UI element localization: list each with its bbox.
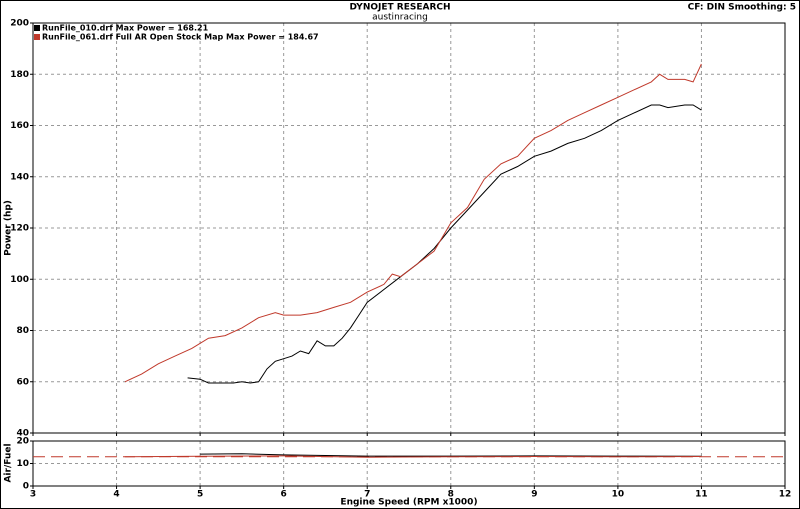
plot-border — [32, 440, 786, 487]
x-tick-label: 7 — [364, 490, 370, 500]
series-line — [187, 104, 702, 384]
x-tick-label: 3 — [30, 490, 36, 500]
y-tick-label: 0 — [23, 482, 29, 492]
series-line — [200, 453, 702, 457]
x-tick-label: 8 — [448, 490, 454, 500]
series-line — [124, 63, 702, 383]
x-tick-label: 9 — [531, 490, 537, 500]
x-tick-label: 11 — [695, 490, 708, 500]
y-tick-label: 180 — [10, 70, 29, 80]
y-tick-label: 80 — [16, 326, 29, 336]
y-tick-label: 120 — [10, 224, 29, 234]
plot-border — [32, 22, 786, 434]
y-tick-label: 10 — [16, 459, 29, 469]
series-line — [124, 455, 702, 458]
legend-swatch — [34, 34, 40, 40]
x-tick-label: 10 — [612, 490, 625, 500]
y-axis-title: Air/Fuel — [4, 443, 14, 482]
x-tick-label: 12 — [779, 490, 792, 500]
legend-label: RunFile_010.drf Max Power = 168.21 — [42, 24, 209, 33]
y-tick-label: 160 — [10, 121, 29, 131]
x-tick-label: 5 — [197, 490, 203, 500]
chart-title: DYNOJET RESEARCH — [349, 3, 450, 13]
annotation: CF: DIN Smoothing: 5 — [688, 3, 796, 13]
y-axis-title: Power (hp) — [4, 200, 14, 256]
x-axis-title: Engine Speed (RPM x1000) — [340, 498, 477, 508]
y-tick-label: 20 — [16, 437, 29, 447]
y-tick-label: 40 — [16, 429, 29, 439]
chart-subtitle: austinracing — [372, 13, 428, 23]
legend-label: RunFile_061.drf Full AR Open Stock Map M… — [42, 33, 319, 42]
y-tick-label: 100 — [10, 275, 29, 285]
y-tick-label: 60 — [16, 377, 29, 387]
x-tick-label: 6 — [281, 490, 287, 500]
y-tick-label: 140 — [10, 172, 29, 182]
x-tick-label: 4 — [113, 490, 119, 500]
legend-swatch — [34, 25, 40, 31]
y-tick-label: 200 — [10, 19, 29, 29]
